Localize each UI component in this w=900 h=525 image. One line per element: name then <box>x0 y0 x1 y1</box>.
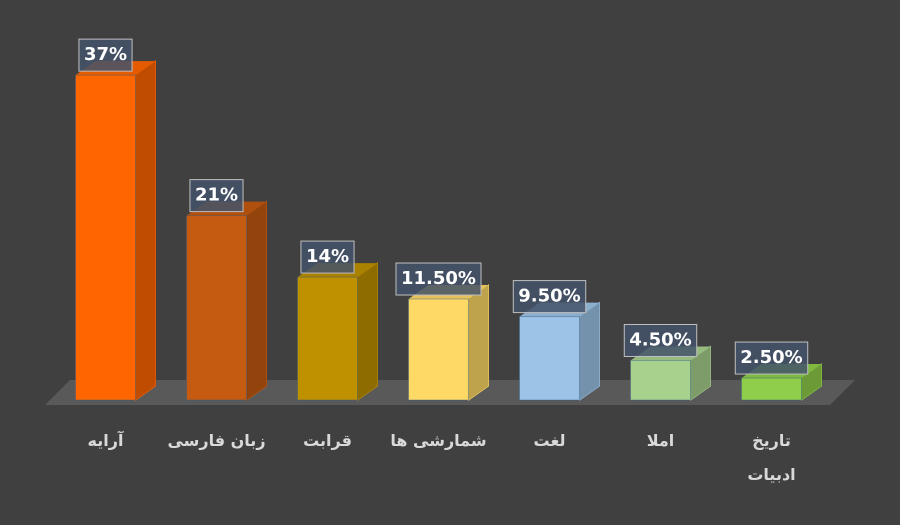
x-tick-label: قرابت <box>303 431 352 450</box>
x-tick-label: آرایه <box>87 431 124 450</box>
x-tick-label: تاریخ ادبیات <box>747 431 796 484</box>
bar <box>75 74 136 401</box>
value-label-box <box>623 323 698 357</box>
value-label-box <box>734 341 809 375</box>
value-label-box <box>395 262 482 296</box>
bar-side-shade <box>357 263 378 400</box>
value-label: 2.50% <box>740 347 802 368</box>
x-tick-label: املا <box>646 431 675 450</box>
value-label-box <box>300 240 355 274</box>
bar <box>408 298 469 401</box>
value-label: 11.50% <box>401 268 476 289</box>
value-label-box <box>78 38 133 72</box>
value-label-box <box>512 280 587 314</box>
bar <box>297 276 358 401</box>
bar-side-shade <box>579 302 600 400</box>
bar <box>630 359 691 401</box>
value-label: 4.50% <box>629 329 691 350</box>
bar <box>186 215 247 401</box>
bar <box>741 377 802 401</box>
x-tick-label: شمارشی ها <box>390 431 487 450</box>
bar-side-shade <box>468 285 489 400</box>
value-label-box <box>189 179 244 213</box>
bar-side-shade <box>801 364 822 400</box>
value-label: 14% <box>306 246 349 267</box>
bar <box>519 316 580 401</box>
bar-side-shade <box>135 61 156 400</box>
bar-side-shade <box>690 346 711 400</box>
bar-side-shade <box>246 201 267 400</box>
value-label: 9.50% <box>518 286 580 307</box>
value-label: 21% <box>195 185 238 206</box>
x-tick-label: زبان فارسی <box>167 431 266 450</box>
value-label: 37% <box>84 44 127 65</box>
x-tick-label: لغت <box>533 431 566 450</box>
